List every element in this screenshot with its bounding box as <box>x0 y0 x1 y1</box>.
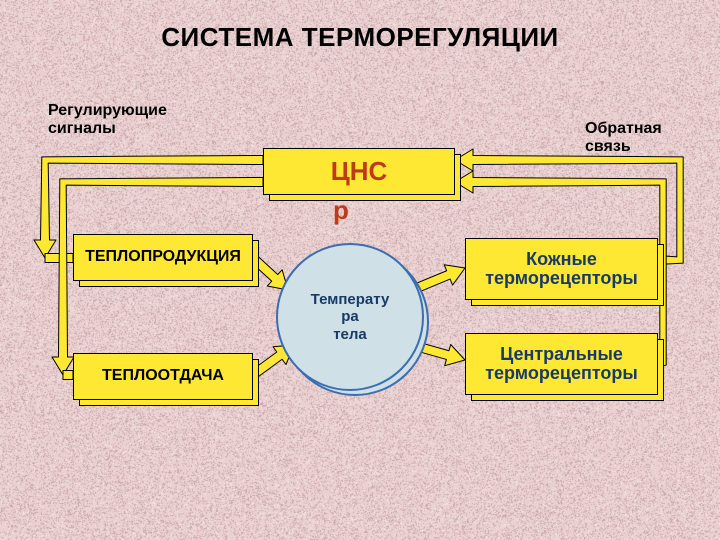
diagram-stage: р СИСТЕМА ТЕРМОРЕГУЛЯЦИИ Регулирующиесиг… <box>0 0 720 540</box>
heat-loss-label: ТЕПЛООТДАЧА <box>102 368 224 385</box>
central-receptors-node: Центральные терморецепторы <box>465 333 658 395</box>
heat-production-label: ТЕПЛОПРОДУКЦИЯ <box>85 249 241 266</box>
regulating-signals-label: Регулирующиесигналы <box>48 102 167 139</box>
central-receptors-label: Центральные терморецепторы <box>470 345 653 383</box>
box-front: Центральные терморецепторы <box>465 333 658 395</box>
skin-receptors-label: Кожные терморецепторы <box>470 250 653 288</box>
cns-node: ЦНС <box>263 148 455 195</box>
circle-label: Температуратела <box>311 291 390 343</box>
circle-front: Температуратела <box>276 243 424 391</box>
skin-receptors-node: Кожные терморецепторы <box>465 238 658 300</box>
cns-label: ЦНС <box>331 158 388 185</box>
body-temperature-node: Температуратела <box>276 243 424 391</box>
heat-loss-node: ТЕПЛООТДАЧА <box>73 353 253 400</box>
box-front: Кожные терморецепторы <box>465 238 658 300</box>
heat-production-node: ТЕПЛОПРОДУКЦИЯ <box>73 234 253 281</box>
diagram-title: СИСТЕМА ТЕРМОРЕГУЛЯЦИИ <box>0 22 720 53</box>
feedback-label: Обратнаясвязь <box>585 120 662 157</box>
box-front: ЦНС <box>263 148 455 195</box>
box-front: ТЕПЛООТДАЧА <box>73 353 253 400</box>
box-front: ТЕПЛОПРОДУКЦИЯ <box>73 234 253 281</box>
